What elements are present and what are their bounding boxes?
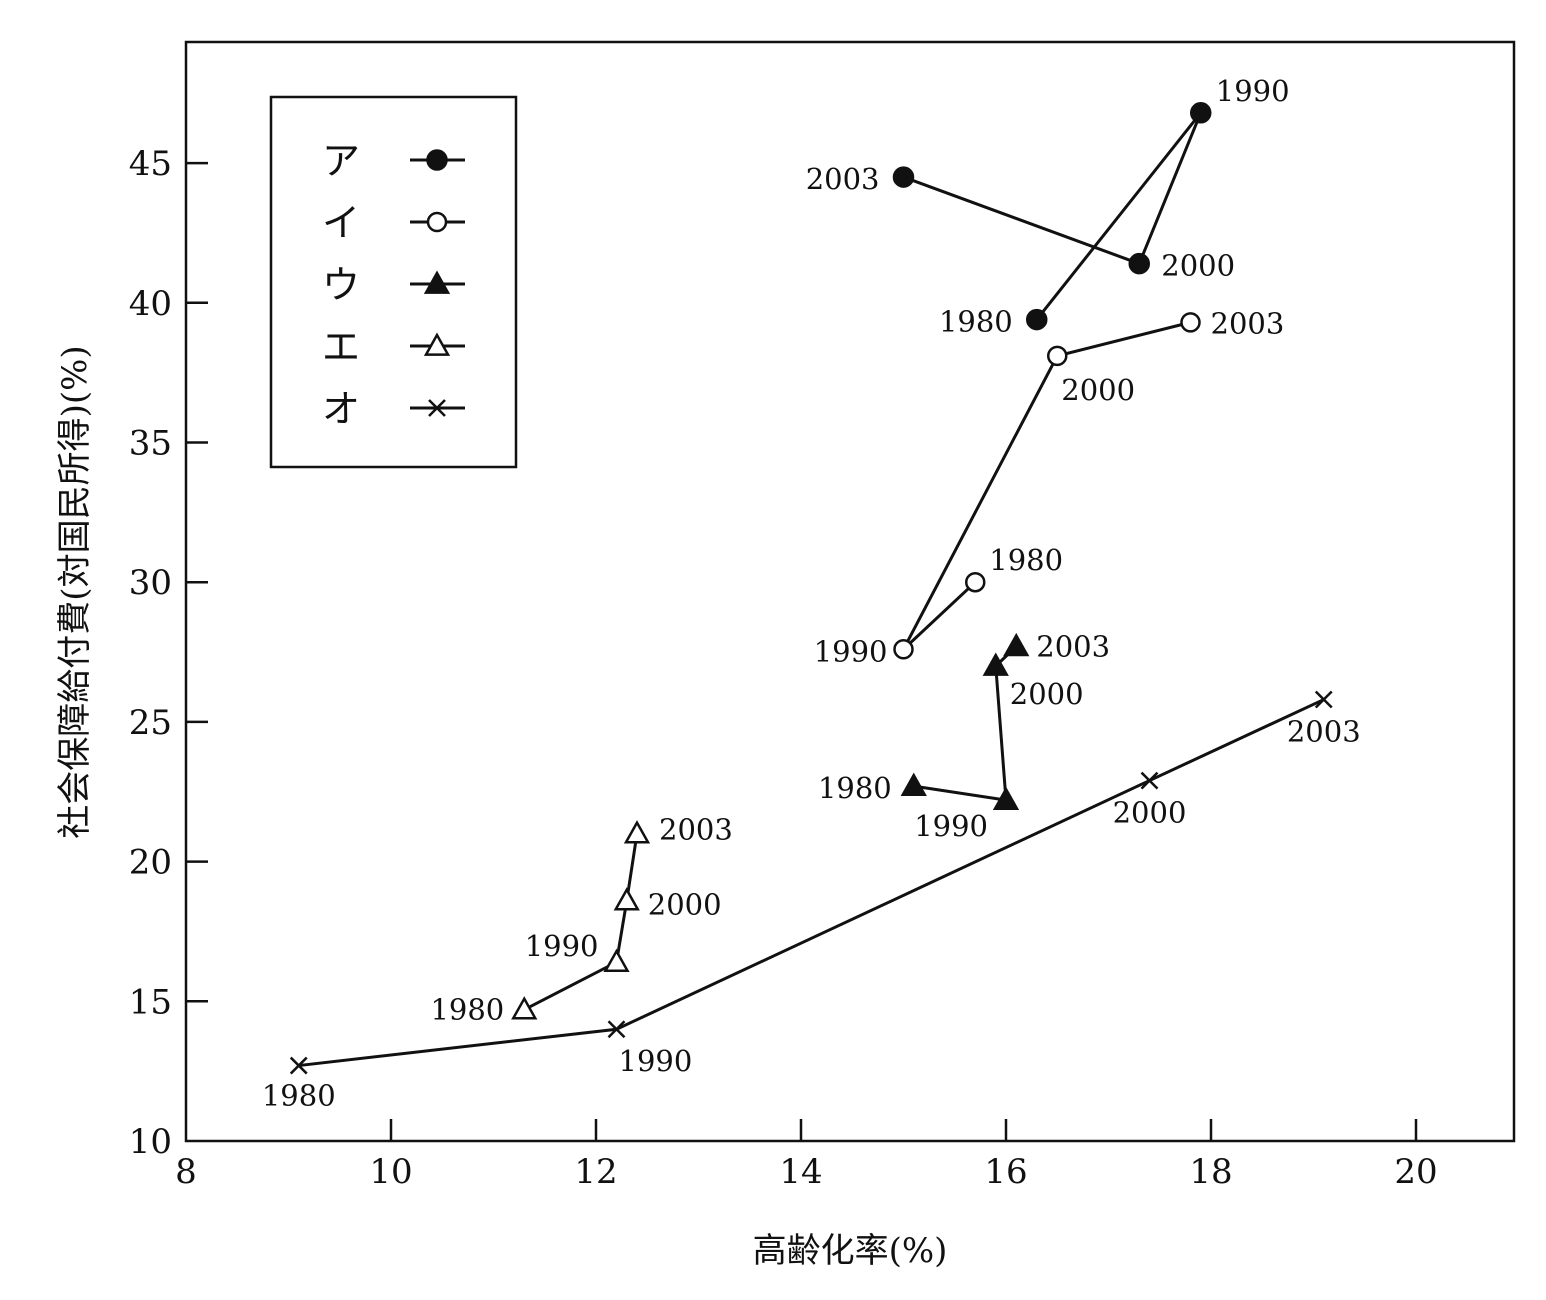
series-2: 1980 1990 2000 2003	[814, 306, 1285, 668]
data-point	[426, 211, 448, 233]
series-layer: 1980 1990 2000 2003 1980 1990 2000 2003 1980 1990…	[262, 74, 1361, 1113]
data-point	[1314, 690, 1333, 709]
data-label: 2003	[806, 162, 880, 196]
legend-label: エ	[322, 325, 360, 369]
series-1: 1980 1990 2000 2003	[806, 74, 1290, 339]
y-tick-label: 30	[129, 563, 172, 603]
x-tick-label: 20	[1394, 1152, 1437, 1192]
data-label: 2003	[1036, 629, 1110, 663]
data-point	[423, 332, 451, 356]
y-tick-label: 10	[129, 1122, 172, 1162]
data-label: 1990	[814, 634, 888, 668]
data-point	[1180, 312, 1201, 333]
data-point	[1128, 252, 1150, 275]
data-point	[613, 887, 640, 911]
data-label: 2000	[1061, 373, 1135, 407]
data-point	[1190, 102, 1212, 124]
data-point	[603, 948, 630, 973]
x-axis-title: 高齢化率(%)	[753, 1231, 948, 1271]
data-point	[623, 820, 651, 844]
data-point	[1026, 308, 1048, 331]
data-point	[607, 1020, 626, 1039]
x-tick-label: 10	[369, 1152, 412, 1192]
data-point	[511, 996, 538, 1020]
data-point	[289, 1056, 308, 1075]
series-line	[523, 833, 639, 1012]
data-label: 1980	[262, 1079, 336, 1113]
data-label: 2000	[1113, 796, 1187, 830]
x-tick-label: 14	[779, 1152, 822, 1192]
legend-entry: オ	[322, 387, 465, 431]
data-point	[1047, 345, 1068, 367]
plot-frame	[184, 40, 1516, 1143]
data-point	[1140, 771, 1159, 790]
legend-entry: ア	[322, 139, 465, 183]
legend-box	[269, 95, 518, 469]
y-tick-label: 20	[129, 843, 172, 883]
x-tick-label: 12	[574, 1152, 617, 1192]
y-tick-label: 35	[129, 424, 172, 464]
data-label: 2003	[659, 813, 733, 847]
legend-label: イ	[322, 201, 360, 245]
series-3: 1980 1990 2000 2003	[818, 629, 1110, 843]
data-point	[893, 639, 914, 660]
data-label: 2000	[1010, 677, 1084, 711]
legend-entry: エ	[322, 325, 465, 369]
data-point	[992, 786, 1020, 810]
x-tick-label: 18	[1189, 1152, 1232, 1192]
data-label: 2003	[1211, 306, 1285, 340]
data-point	[982, 652, 1009, 676]
legend-label: オ	[322, 387, 360, 431]
x-tick-label: 8	[175, 1152, 197, 1192]
data-point	[892, 166, 915, 188]
legend-label: ウ	[322, 263, 360, 307]
x-tick-label: 16	[984, 1152, 1027, 1192]
data-point	[426, 149, 448, 171]
data-point	[900, 772, 927, 796]
data-point	[428, 399, 446, 417]
data-label: 1980	[818, 771, 892, 805]
data-label: 1990	[525, 929, 599, 963]
y-tick-label: 15	[129, 982, 172, 1022]
legend-entry: イ	[322, 201, 465, 245]
y-tick-label: 40	[129, 284, 172, 324]
series-line	[902, 111, 1203, 321]
series-line	[298, 698, 1325, 1068]
data-point	[1003, 632, 1030, 657]
y-tick-label: 25	[129, 703, 172, 743]
series-4: 1980 1990 2000 2003	[430, 813, 732, 1027]
data-point	[965, 571, 986, 593]
series-5: 1980 1990 2000 2003	[262, 690, 1361, 1113]
y-axis-title: 社会保障給付費(対国民所得)(%)	[55, 345, 95, 838]
data-label: 1980	[989, 543, 1063, 577]
data-label: 2003	[1287, 715, 1361, 749]
y-tick-label: 45	[129, 144, 172, 184]
data-label: 2000	[1161, 249, 1235, 283]
data-label: 1990	[619, 1044, 693, 1078]
data-point	[423, 270, 451, 294]
series-line	[902, 320, 1191, 651]
data-label: 1990	[914, 809, 988, 843]
legend-label: ア	[322, 139, 360, 183]
data-label: 1980	[430, 993, 504, 1027]
data-label: 1990	[1216, 74, 1290, 108]
data-label: 1980	[939, 305, 1013, 339]
legend-entry: ウ	[322, 263, 465, 307]
data-label: 2000	[648, 888, 722, 922]
